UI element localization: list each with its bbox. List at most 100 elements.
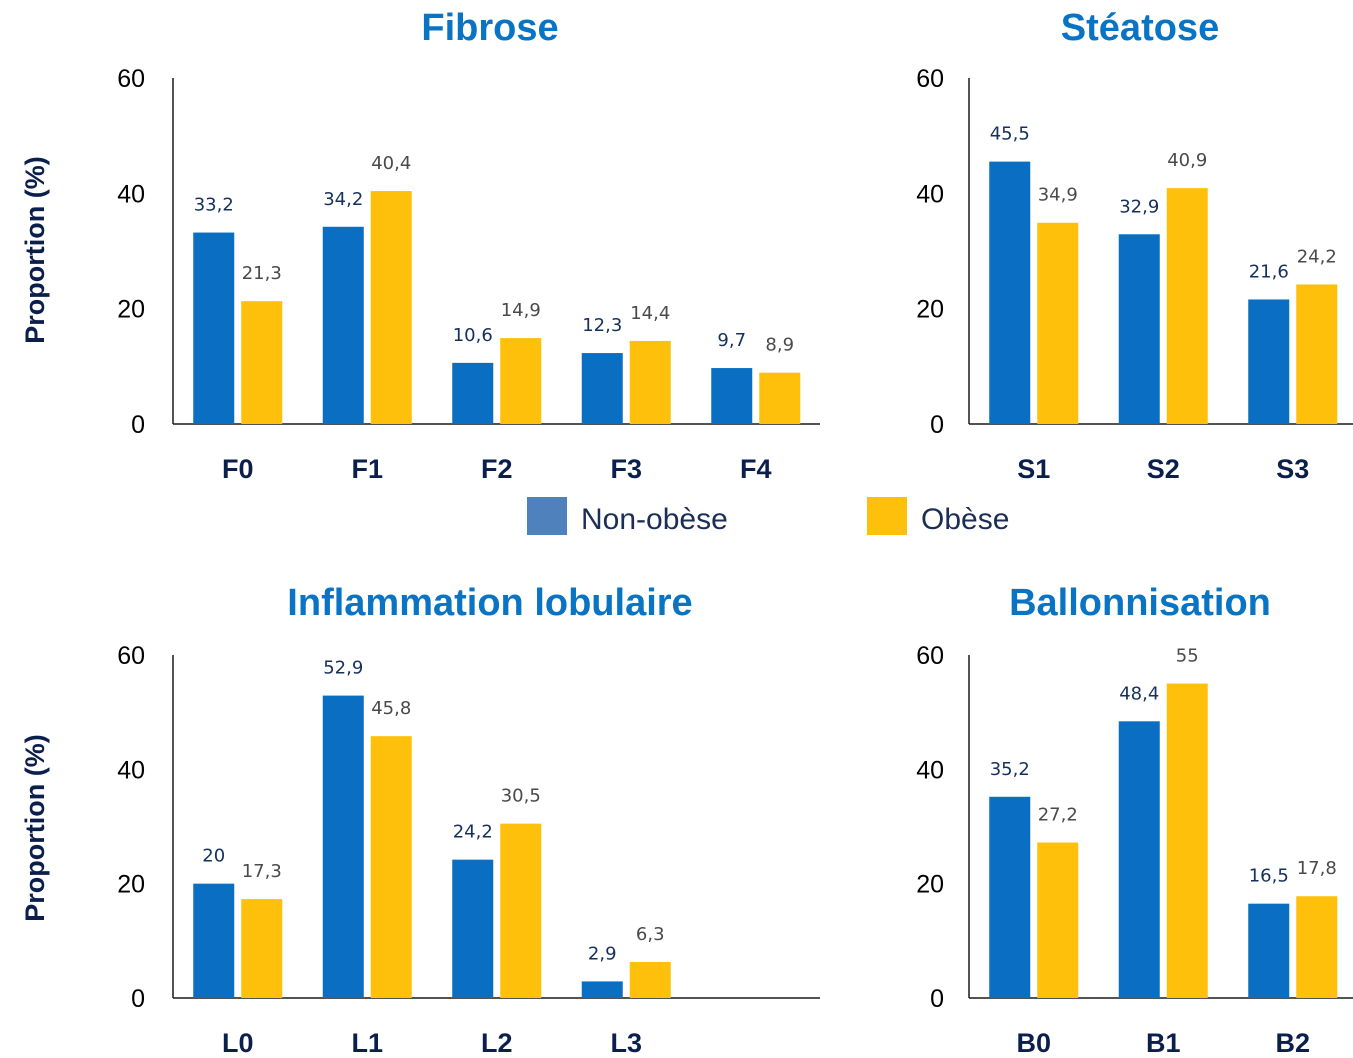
data-label: 20 (202, 846, 225, 867)
data-label: 17,8 (1297, 858, 1337, 879)
bar-obese (1037, 222, 1079, 424)
y-tick-label: 0 (930, 411, 944, 439)
data-label: 48,4 (1119, 683, 1159, 704)
bar-obese (629, 961, 671, 998)
legend-label-non-obese: Non-obèse (581, 503, 728, 536)
chart-steatose: Stéatose 0 20 40 60 S1 45,5 34,9 S2 32,9 40,9 S3 21,… (916, 7, 1353, 484)
data-label: 8,9 (765, 335, 794, 356)
x-tick-label: L0 (222, 1028, 254, 1058)
data-label: 24,2 (1297, 246, 1337, 267)
bar-non-obese (1248, 299, 1290, 424)
y-tick-label: 0 (930, 985, 944, 1013)
y-tick-label: 20 (117, 296, 145, 324)
bar-obese (759, 372, 801, 424)
bar-non-obese (452, 859, 494, 998)
data-label: 45,8 (371, 698, 411, 719)
data-label: 30,5 (501, 786, 541, 807)
x-tick-label: F4 (740, 454, 772, 484)
y-tick-label: 60 (916, 65, 944, 93)
data-label: 45,5 (990, 124, 1030, 145)
x-tick-label: F0 (222, 454, 254, 484)
x-tick-label: F3 (610, 454, 642, 484)
y-tick-label: 20 (916, 296, 944, 324)
x-tick-label: F1 (351, 454, 383, 484)
data-label: 17,3 (242, 861, 282, 882)
bar-obese (629, 340, 671, 424)
data-label: 27,2 (1038, 805, 1078, 826)
data-label: 52,9 (323, 658, 363, 679)
bar-obese (241, 301, 283, 424)
bar-non-obese (452, 362, 494, 424)
data-label: 34,9 (1038, 185, 1078, 206)
data-label: 24,2 (453, 822, 493, 843)
y-axis-title-bottom: Proportion (%) (20, 734, 50, 921)
data-label: 55 (1176, 646, 1199, 667)
legend-swatch-non-obese (527, 497, 567, 535)
x-tick-label: B1 (1146, 1028, 1181, 1058)
bar-obese (500, 338, 542, 424)
chart-fibrose: Fibrose 0 20 40 60 F0 33,2 21,3 F1 34,2 40,4 F2 10,6… (117, 7, 820, 484)
bar-obese (241, 899, 283, 998)
y-tick-label: 0 (131, 985, 145, 1013)
bar-non-obese (1248, 903, 1290, 998)
bar-obese (1166, 188, 1208, 424)
x-tick-label: F2 (481, 454, 513, 484)
bar-non-obese (193, 883, 235, 998)
data-label: 35,2 (990, 759, 1030, 780)
chart-inflammation: Inflammation lobulaire 0 20 40 60 L0 20 17,3 L1 5… (117, 582, 820, 1058)
bar-non-obese (1118, 721, 1160, 998)
y-tick-label: 40 (117, 180, 145, 208)
bar-obese (1296, 896, 1338, 998)
x-tick-label: S1 (1017, 454, 1050, 484)
x-tick-label: L2 (481, 1028, 513, 1058)
chart-title: Ballonnisation (1009, 582, 1271, 624)
bar-non-obese (711, 368, 753, 424)
chart-title: Stéatose (1061, 7, 1219, 49)
legend-swatch-obese (867, 497, 907, 535)
data-label: 9,7 (717, 330, 746, 351)
legend-label-obese: Obèse (921, 503, 1009, 536)
data-label: 10,6 (453, 325, 493, 346)
data-label: 16,5 (1249, 866, 1289, 887)
bar-non-obese (1118, 234, 1160, 424)
bar-obese (1296, 284, 1338, 424)
y-tick-label: 60 (117, 642, 145, 670)
bar-obese (500, 823, 542, 998)
data-label: 14,4 (630, 303, 670, 324)
bar-non-obese (581, 981, 623, 998)
data-label: 33,2 (194, 195, 234, 216)
x-tick-label: L1 (351, 1028, 383, 1058)
x-tick-label: S2 (1147, 454, 1180, 484)
data-label: 32,9 (1119, 196, 1159, 217)
legend: Non-obèse Obèse (527, 497, 1009, 536)
bar-non-obese (193, 232, 235, 424)
bar-obese (1037, 842, 1079, 998)
chart-ballonnisation: Ballonnisation 0 20 40 60 B0 35,2 27,2 B1 48,4 55 B… (916, 582, 1353, 1058)
x-tick-label: L3 (610, 1028, 642, 1058)
data-label: 40,4 (371, 153, 411, 174)
y-tick-label: 20 (916, 871, 944, 899)
bar-non-obese (322, 695, 364, 998)
data-label: 14,9 (501, 300, 541, 321)
bar-non-obese (581, 353, 623, 424)
bar-obese (1166, 683, 1208, 998)
y-tick-label: 40 (916, 180, 944, 208)
x-tick-label: S3 (1276, 454, 1309, 484)
data-label: 21,3 (242, 263, 282, 284)
bar-non-obese (989, 161, 1031, 424)
chart-title: Fibrose (421, 7, 558, 49)
y-axis-title-top: Proportion (%) (20, 156, 50, 343)
x-tick-label: B2 (1275, 1028, 1310, 1058)
data-label: 34,2 (323, 189, 363, 210)
chart-title: Inflammation lobulaire (287, 582, 692, 624)
bar-non-obese (989, 796, 1031, 998)
x-tick-label: B0 (1016, 1028, 1051, 1058)
y-tick-label: 40 (916, 756, 944, 784)
y-tick-label: 60 (117, 65, 145, 93)
y-tick-label: 20 (117, 871, 145, 899)
y-tick-label: 40 (117, 756, 145, 784)
bar-obese (370, 736, 412, 998)
bar-obese (370, 191, 412, 424)
data-label: 6,3 (636, 924, 665, 945)
